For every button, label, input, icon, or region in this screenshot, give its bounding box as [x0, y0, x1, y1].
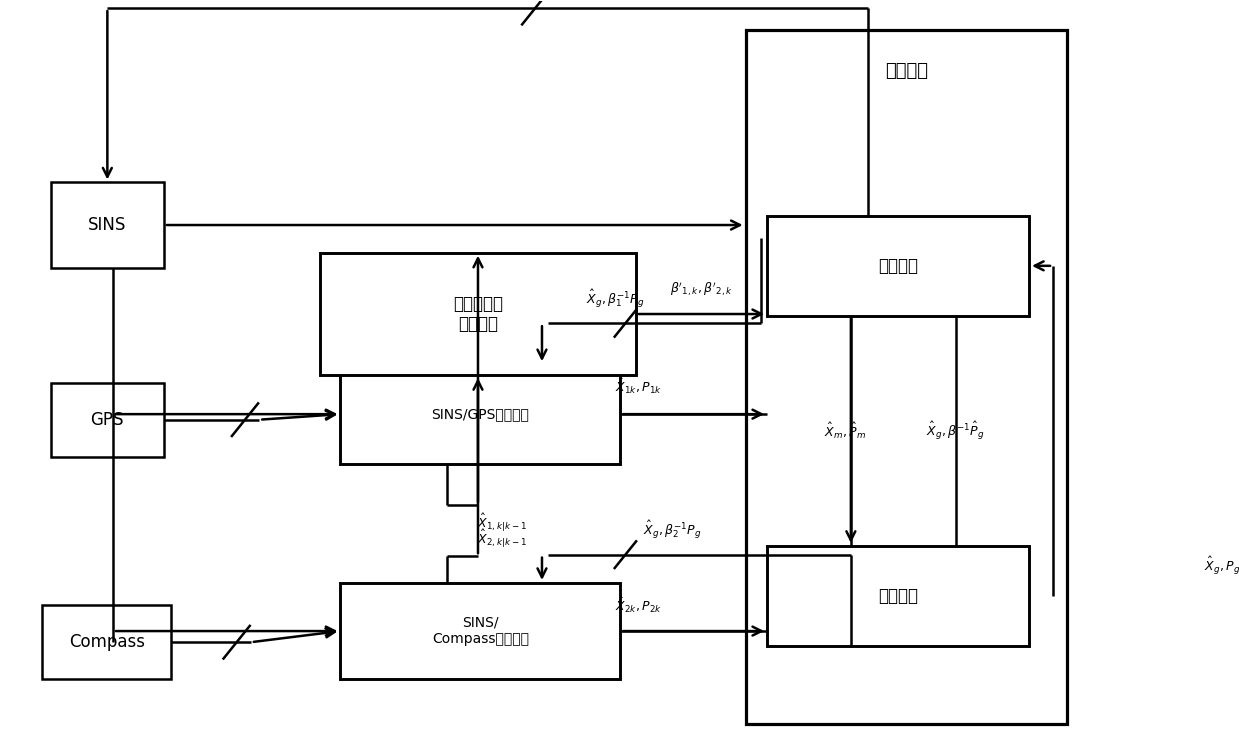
Text: $\hat{X}_g,\beta^{-1}\hat{P}_g$: $\hat{X}_g,\beta^{-1}\hat{P}_g$ — [927, 420, 985, 442]
Text: SINS/GPS子滤波器: SINS/GPS子滤波器 — [431, 407, 529, 421]
Text: 最优融合: 最优融合 — [878, 587, 918, 605]
Text: 主滤波器: 主滤波器 — [885, 62, 928, 80]
Text: $\hat{X}_{1k},P_{1k}$: $\hat{X}_{1k},P_{1k}$ — [615, 375, 662, 395]
Text: $\hat{X}_m,\hat{P}_m$: $\hat{X}_m,\hat{P}_m$ — [824, 421, 866, 441]
Text: SINS: SINS — [88, 216, 126, 234]
Bar — [767, 215, 1030, 316]
Bar — [746, 30, 1067, 724]
Text: GPS: GPS — [90, 411, 124, 429]
Text: SINS/
Compass子滤波器: SINS/ Compass子滤波器 — [432, 616, 529, 646]
Text: $\hat{X}_g,\beta_2^{-1}P_g$: $\hat{X}_g,\beta_2^{-1}P_g$ — [643, 519, 701, 542]
Bar — [42, 605, 171, 679]
Text: $\hat{X}_{1,k|k-1}$: $\hat{X}_{1,k|k-1}$ — [477, 513, 527, 534]
Text: $\hat{X}_{2,k|k-1}$: $\hat{X}_{2,k|k-1}$ — [477, 528, 527, 551]
Text: $\hat{X}_g,P_g$: $\hat{X}_g,P_g$ — [1204, 555, 1239, 577]
Text: Compass: Compass — [68, 633, 145, 651]
Bar — [341, 583, 621, 679]
Text: $\hat{X}_g,\beta_1^{-1}P_g$: $\hat{X}_g,\beta_1^{-1}P_g$ — [586, 288, 646, 310]
Bar — [320, 253, 636, 375]
Bar — [341, 364, 621, 464]
Text: $\hat{X}_{2k},P_{2k}$: $\hat{X}_{2k},P_{2k}$ — [615, 594, 662, 614]
Bar — [51, 182, 164, 267]
Text: $\beta'_{1,k},\beta'_{2,k}$: $\beta'_{1,k},\beta'_{2,k}$ — [670, 280, 733, 298]
Bar — [51, 383, 164, 457]
Text: 自适应信息
分配因子: 自适应信息 分配因子 — [453, 295, 503, 334]
Text: 时间更新: 时间更新 — [878, 257, 918, 275]
Bar — [767, 546, 1030, 646]
